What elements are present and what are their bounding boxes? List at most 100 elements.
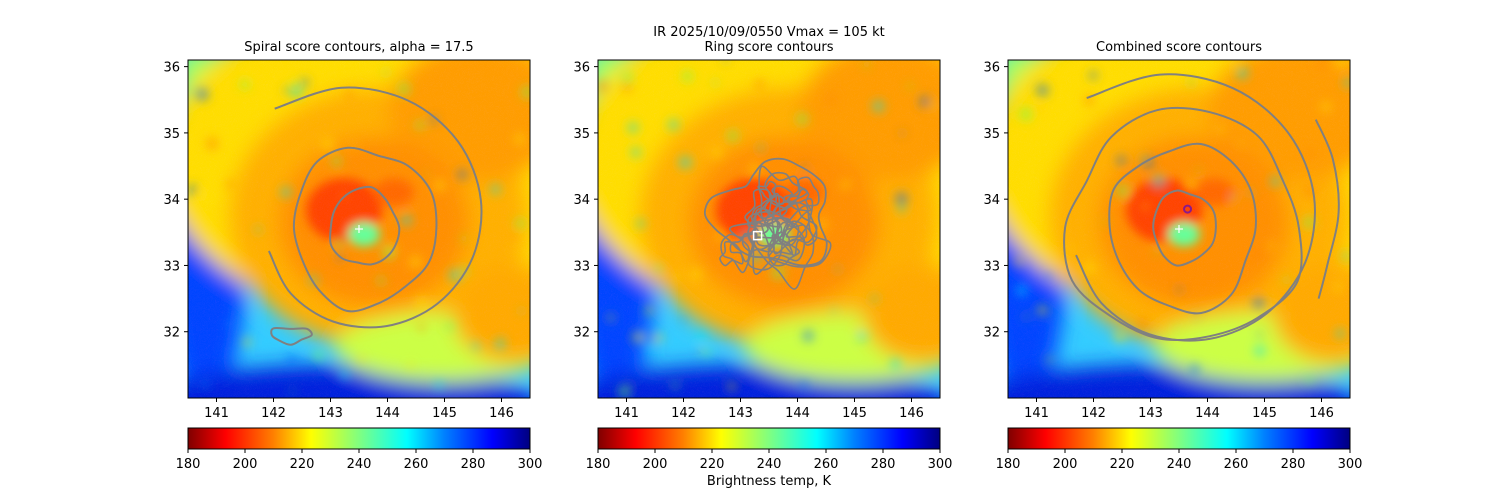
score-contour: [1063, 106, 1303, 342]
x-tick-label: 143: [728, 406, 753, 421]
y-tick-label: 33: [163, 259, 180, 274]
center-square-marker: [752, 230, 763, 241]
score-contour: [720, 232, 758, 274]
y-tick-label: 33: [983, 259, 1000, 274]
brightness-temperature-image: [188, 60, 530, 398]
colorbar-tick-label: 180: [176, 457, 201, 472]
y-tick-label: 32: [983, 326, 1000, 341]
colorbar-tick-label: 200: [1053, 457, 1078, 472]
x-tick-label: 141: [614, 406, 639, 421]
spiral-contour: [268, 86, 483, 329]
x-tick-label: 141: [1024, 406, 1049, 421]
axes-frame: [1007, 59, 1351, 399]
brightness-temperature-image: [1008, 60, 1350, 398]
colorbar-tick-label: 220: [1110, 457, 1135, 472]
y-tick-label: 35: [163, 127, 180, 142]
colorbar-tick-label: 300: [518, 457, 543, 472]
score-contour: [329, 185, 401, 266]
score-contours: [268, 86, 483, 346]
y-tick-label: 36: [983, 61, 1000, 76]
score-contour: [747, 210, 771, 235]
colorbar-tick-label: 300: [1338, 457, 1363, 472]
score-contour: [786, 176, 820, 207]
panel-1: Spiral score contours, alpha = 17.5 141 14…: [163, 40, 543, 472]
colorbar-tick-label: 200: [233, 457, 258, 472]
panel-title: Combined score contours: [1096, 40, 1262, 55]
score-contour: [776, 221, 808, 257]
y-tick-label: 33: [573, 259, 590, 274]
x-tick-label: 146: [489, 406, 514, 421]
x-tick-label: 144: [785, 406, 810, 421]
panel-title: Ring score contours: [704, 40, 833, 55]
x-tick-label: 146: [899, 406, 924, 421]
colorbar: [187, 427, 531, 450]
spiral-contour: [1075, 73, 1316, 342]
score-contour: [785, 211, 818, 246]
panel-title: Spiral score contours, alpha = 17.5: [244, 40, 473, 55]
score-contour: [767, 205, 832, 268]
score-contour: [292, 146, 438, 313]
score-contour: [1314, 119, 1340, 299]
y-tick-label: 32: [163, 326, 180, 341]
score-contour: [757, 180, 777, 201]
colorbar-tick-label: 260: [1224, 457, 1249, 472]
colorbar-tick-label: 200: [643, 457, 668, 472]
score-contours: [703, 157, 832, 290]
colorbar: [597, 427, 941, 450]
x-tick-label: 145: [1252, 406, 1277, 421]
axes-frame: [597, 59, 941, 399]
colorbar-tick-label: 260: [404, 457, 429, 472]
x-tick-label: 142: [261, 406, 286, 421]
center-plus-marker: [355, 225, 363, 233]
colorbar-tick-label: 280: [1281, 457, 1306, 472]
colorbar-label: Brightness temp, K: [707, 474, 832, 489]
x-tick-label: 144: [1195, 406, 1220, 421]
x-tick-label: 145: [432, 406, 457, 421]
y-tick-label: 35: [573, 127, 590, 142]
center-plus-marker: [1175, 225, 1183, 233]
score-contour: [766, 216, 793, 244]
colorbar-tick-label: 220: [700, 457, 725, 472]
panel-2: Ring score contours 141 142 143 144 145 146 32 3…: [573, 40, 953, 472]
x-tick-label: 143: [318, 406, 343, 421]
x-tick-label: 146: [1309, 406, 1334, 421]
panel-3: Combined score contours 141 142 143 144 145 14…: [983, 40, 1363, 472]
score-contour: [703, 157, 828, 267]
score-contour: [771, 185, 793, 206]
figure-suptitle: IR 2025/10/09/0550 Vmax = 105 kt: [653, 25, 884, 40]
score-contour: [719, 240, 744, 267]
colorbar-tick-label: 180: [586, 457, 611, 472]
colorbar-tick-label: 280: [871, 457, 896, 472]
x-tick-label: 145: [842, 406, 867, 421]
x-tick-label: 141: [204, 406, 229, 421]
y-tick-label: 34: [573, 193, 590, 208]
score-contour: [1152, 189, 1217, 267]
y-tick-label: 36: [573, 61, 590, 76]
y-tick-label: 36: [163, 61, 180, 76]
score-contour: [750, 199, 781, 228]
colorbar-tick-label: 240: [1167, 457, 1192, 472]
x-tick-label: 142: [671, 406, 696, 421]
colorbar-tick-label: 300: [928, 457, 953, 472]
y-tick-label: 35: [983, 127, 1000, 142]
score-contour: [764, 171, 808, 216]
panels: Spiral score contours, alpha = 17.5 141 14…: [163, 40, 1363, 472]
colorbar-tick-label: 280: [461, 457, 486, 472]
score-contour: [270, 326, 313, 346]
x-tick-label: 144: [375, 406, 400, 421]
colorbar-tick-label: 240: [757, 457, 782, 472]
y-tick-label: 32: [573, 326, 590, 341]
x-tick-label: 142: [1081, 406, 1106, 421]
score-contour: [1108, 142, 1257, 315]
x-tick-label: 143: [1138, 406, 1163, 421]
colorbar-tick-label: 260: [814, 457, 839, 472]
y-tick-label: 34: [983, 193, 1000, 208]
colorbar-tick-label: 220: [290, 457, 315, 472]
y-tick-label: 34: [163, 193, 180, 208]
axes-frame: [187, 59, 531, 399]
score-contour: [747, 192, 800, 251]
colorbar: [1007, 427, 1351, 450]
colorbar-tick-label: 240: [347, 457, 372, 472]
score-contours: [1063, 73, 1340, 342]
